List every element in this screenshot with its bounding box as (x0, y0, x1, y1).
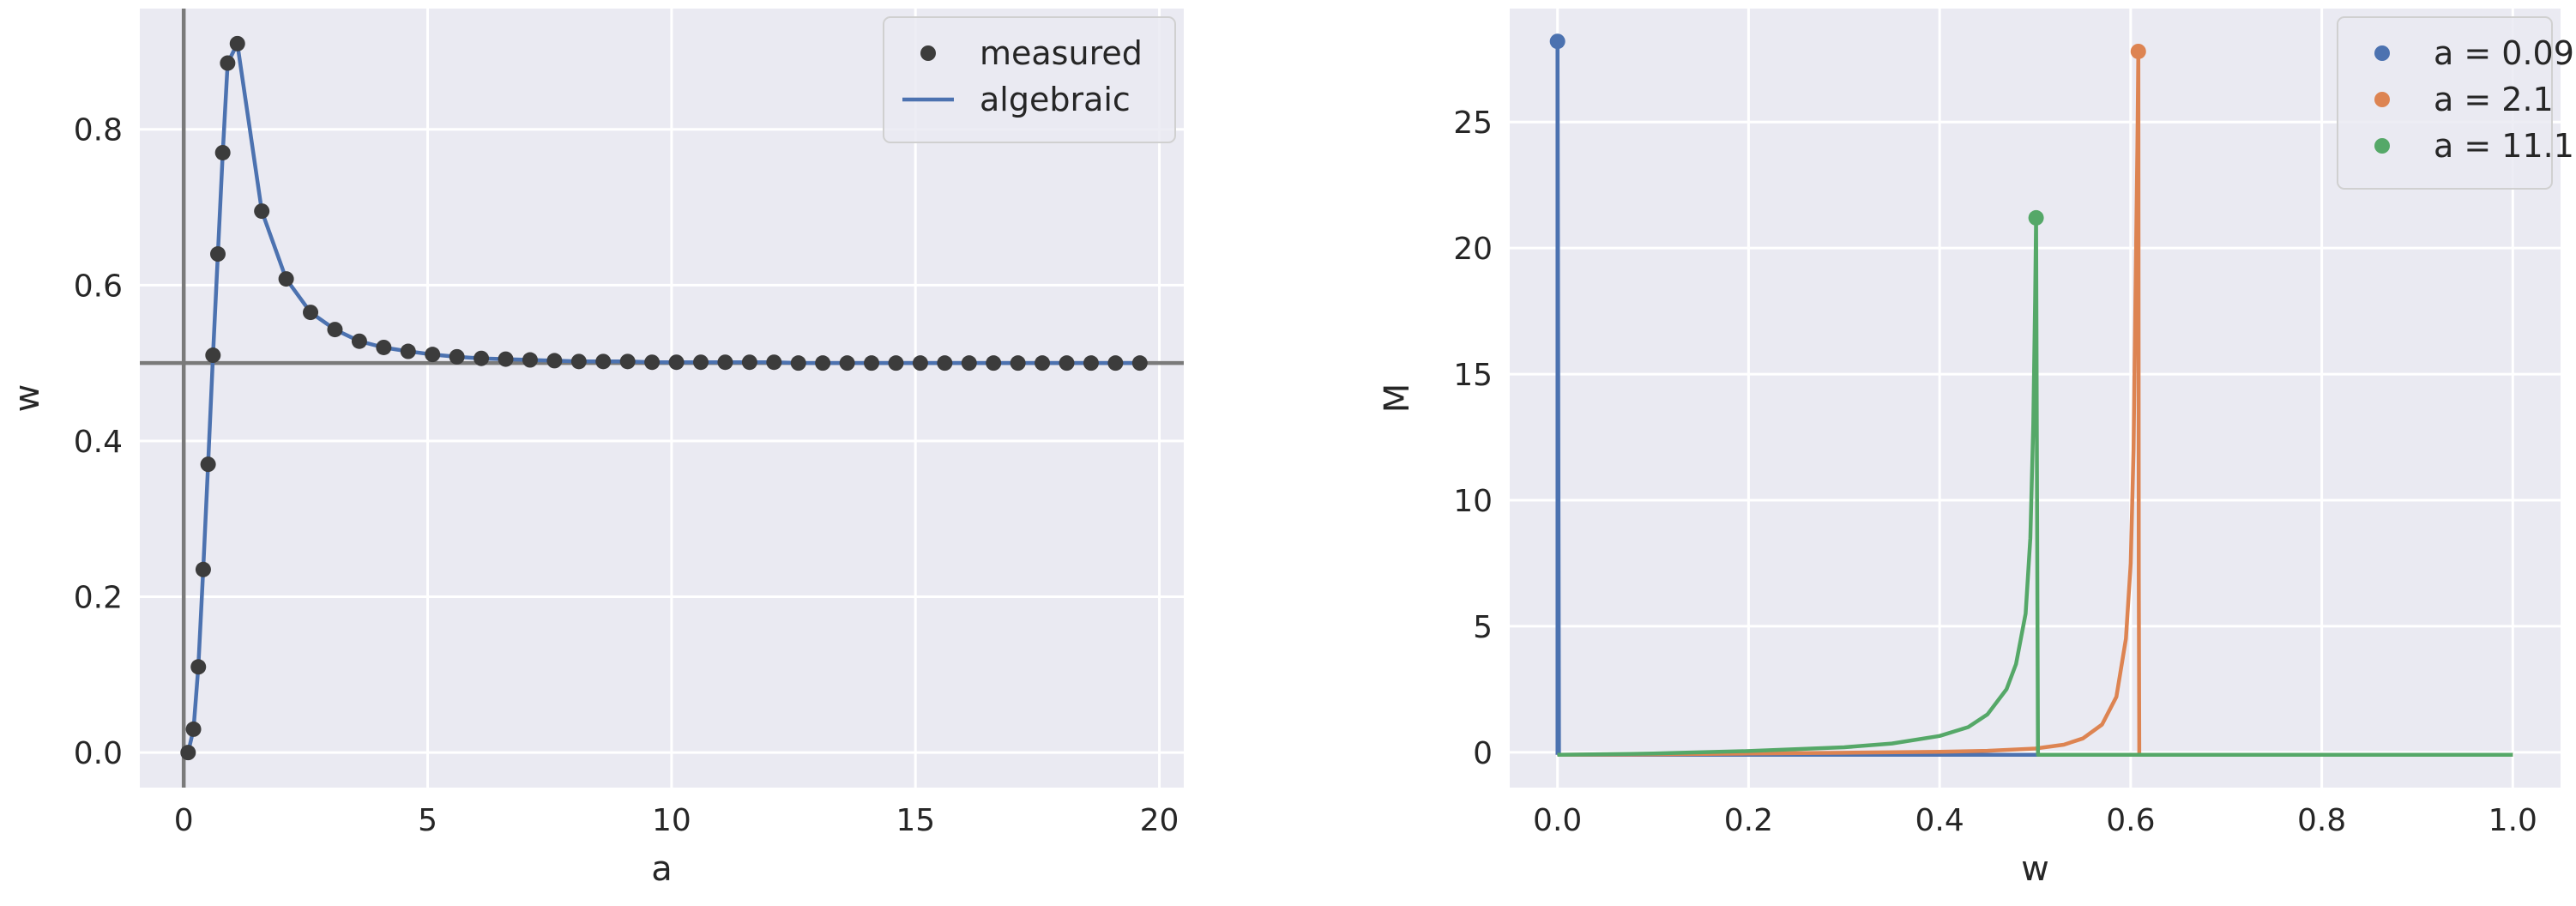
data-point (214, 144, 231, 160)
data-point (200, 456, 216, 473)
data-point (209, 246, 226, 263)
legend-label-a-11-1: a = 11.1 (2434, 127, 2574, 165)
data-point (229, 35, 245, 51)
legend-swatch-a-11-1 (2374, 138, 2390, 154)
y-tick-label: 0.0 (74, 736, 123, 771)
y-tick-label: 0 (1473, 736, 1493, 771)
y-tick-label: 25 (1453, 106, 1493, 141)
data-point (205, 347, 221, 364)
data-point (220, 55, 236, 71)
data-point (986, 355, 1002, 371)
x-tick-label: 0.0 (1533, 803, 1582, 838)
x-tick-label: 5 (418, 803, 437, 838)
peak-marker-a-0-09 (1549, 33, 1566, 50)
data-point (961, 355, 977, 371)
data-point (546, 353, 563, 369)
y-tick-label: 0.2 (74, 581, 123, 616)
y-tick-label: 20 (1453, 232, 1493, 267)
data-point (888, 355, 904, 371)
chart-w-vs-M: 0.0 0.2 0.4 0.6 0.8 1.0 0 5 10 15 20 25 w Ma = 0.09 a … (1378, 9, 2574, 889)
y-tick-label: 5 (1473, 610, 1493, 645)
x-tick-label: 15 (896, 803, 935, 838)
data-point (864, 355, 880, 371)
legend-swatch-measured (920, 45, 936, 61)
legend-label-a-2-1: a = 2.1 (2434, 81, 2554, 118)
y-tick-label: 0.6 (74, 269, 123, 304)
data-point (937, 355, 953, 371)
data-point (400, 343, 416, 359)
y-axis-label: w (8, 384, 47, 413)
data-point (449, 348, 465, 365)
data-point (190, 659, 207, 675)
x-tick-label: 0.4 (1915, 803, 1964, 838)
data-point (303, 305, 319, 321)
data-point (741, 354, 757, 371)
data-point (595, 353, 612, 370)
legend-box (883, 16, 1176, 143)
data-point (254, 203, 270, 220)
data-point (815, 355, 831, 371)
data-point (1035, 355, 1051, 371)
x-tick-label: 0.2 (1724, 803, 1773, 838)
legend-swatch-a-2-1 (2374, 92, 2390, 107)
x-tick-label: 0 (174, 803, 194, 838)
data-point (522, 352, 538, 368)
data-point (619, 353, 636, 370)
series-line-a-2-1 (1557, 49, 2513, 758)
data-point (1131, 355, 1148, 371)
x-tick-label: 20 (1140, 803, 1179, 838)
data-point (327, 322, 343, 338)
data-point (570, 353, 587, 370)
data-point (425, 347, 441, 363)
x-axis-label: w (2021, 849, 2049, 889)
data-point (1107, 355, 1124, 371)
peak-marker-a-2-1 (2130, 43, 2146, 59)
data-point (790, 355, 806, 371)
data-point (376, 339, 392, 355)
y-tick-label: 10 (1453, 484, 1493, 519)
x-tick-label: 10 (652, 803, 691, 838)
data-point (474, 350, 490, 366)
data-point (912, 355, 928, 371)
y-tick-label: 15 (1453, 358, 1493, 393)
data-point (717, 354, 733, 371)
x-axis-label: a (651, 849, 673, 889)
data-point (195, 561, 211, 577)
data-point (498, 351, 514, 367)
legend-label-measured: measured (980, 34, 1143, 72)
x-tick-label: 0.6 (2106, 803, 2155, 838)
series-line-a-11-1 (1557, 215, 2513, 758)
y-tick-label: 0.4 (74, 425, 123, 460)
data-point (766, 354, 782, 371)
data-point (1059, 355, 1075, 371)
data-point (839, 355, 855, 371)
data-point (180, 745, 196, 761)
peak-marker-a-11-1 (2028, 209, 2044, 226)
legend-box (2337, 16, 2553, 190)
data-point (692, 354, 709, 371)
legend-label-algebraic: algebraic (980, 81, 1131, 118)
data-point (1083, 355, 1099, 371)
chart-a-vs-w: 0 5 10 15 20 0.0 0.2 0.4 0.6 0.8 a w measured algebra… (8, 9, 1184, 889)
y-tick-label: 0.8 (74, 113, 123, 148)
data-point (644, 354, 661, 371)
y-axis-label: M (1378, 384, 1417, 414)
legend-swatch-a-0-09 (2374, 45, 2390, 61)
data-point (185, 721, 202, 737)
legend-label-a-0-09: a = 0.09 (2434, 34, 2574, 72)
x-tick-label: 0.8 (2297, 803, 2346, 838)
data-point (278, 271, 294, 287)
data-point (668, 354, 685, 371)
x-tick-label: 1.0 (2489, 803, 2537, 838)
data-point (1010, 355, 1026, 371)
data-point (351, 333, 367, 349)
